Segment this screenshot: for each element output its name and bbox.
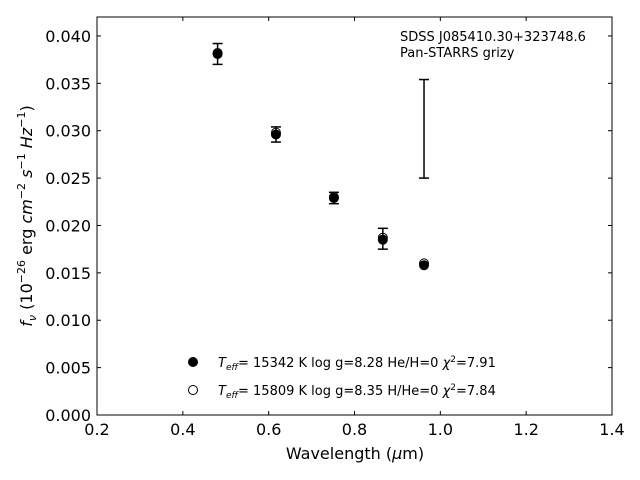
x-tick-label: 1.0: [428, 420, 453, 439]
model-point-filled: [419, 260, 430, 271]
x-tick-label: 0.8: [342, 420, 367, 439]
y-tick-label: 0.015: [45, 264, 91, 283]
model-point-open: [270, 127, 281, 138]
target-name-annotation: SDSS J085410.30+323748.6: [400, 30, 586, 45]
y-axis-label: fν (10−26 erg cm−2 s−1 Hz−1): [15, 105, 39, 326]
x-axis-label: Wavelength (μm): [286, 444, 424, 463]
model-point-filled: [270, 129, 281, 140]
model-point-open: [377, 232, 388, 243]
y-tick-label: 0.020: [45, 216, 91, 235]
legend-entry-2: Teff= 15809 K log g=8.35 H/He=0 χ2=7.84: [218, 383, 496, 401]
y-tick-label: 0.030: [45, 122, 91, 141]
legend-marker-filled: [188, 357, 198, 367]
y-tick-label: 0.005: [45, 359, 91, 378]
axis-ticks: 0.2 0.4 0.6 0.8 1.0 1.2 1.4 0.000 0.005 0.010 0.01…: [45, 17, 625, 439]
model-point-open: [328, 192, 339, 203]
error-bars: [212, 42, 430, 250]
legend: Teff= 15342 K log g=8.28 He/H=0 χ2=7.91 …: [188, 355, 496, 401]
x-tick-label: 0.2: [84, 420, 109, 439]
legend-marker-open: [188, 385, 198, 395]
x-tick-label: 1.2: [513, 420, 538, 439]
data-points: [212, 48, 430, 271]
model-point-open: [212, 48, 223, 59]
x-tick-label: 0.4: [170, 420, 195, 439]
y-tick-label: 0.010: [45, 311, 91, 330]
model-point-open: [419, 258, 430, 269]
x-tick-label: 0.6: [256, 420, 281, 439]
legend-entry-1: Teff= 15342 K log g=8.28 He/H=0 χ2=7.91: [218, 355, 496, 373]
y-tick-label: 0.000: [45, 406, 91, 425]
y-tick-label: 0.035: [45, 74, 91, 93]
model-point-filled: [377, 234, 388, 245]
y-tick-label: 0.025: [45, 169, 91, 188]
y-tick-label: 0.040: [45, 27, 91, 46]
x-tick-label: 1.4: [599, 420, 624, 439]
survey-annotation: Pan-STARRS grizy: [400, 46, 515, 61]
